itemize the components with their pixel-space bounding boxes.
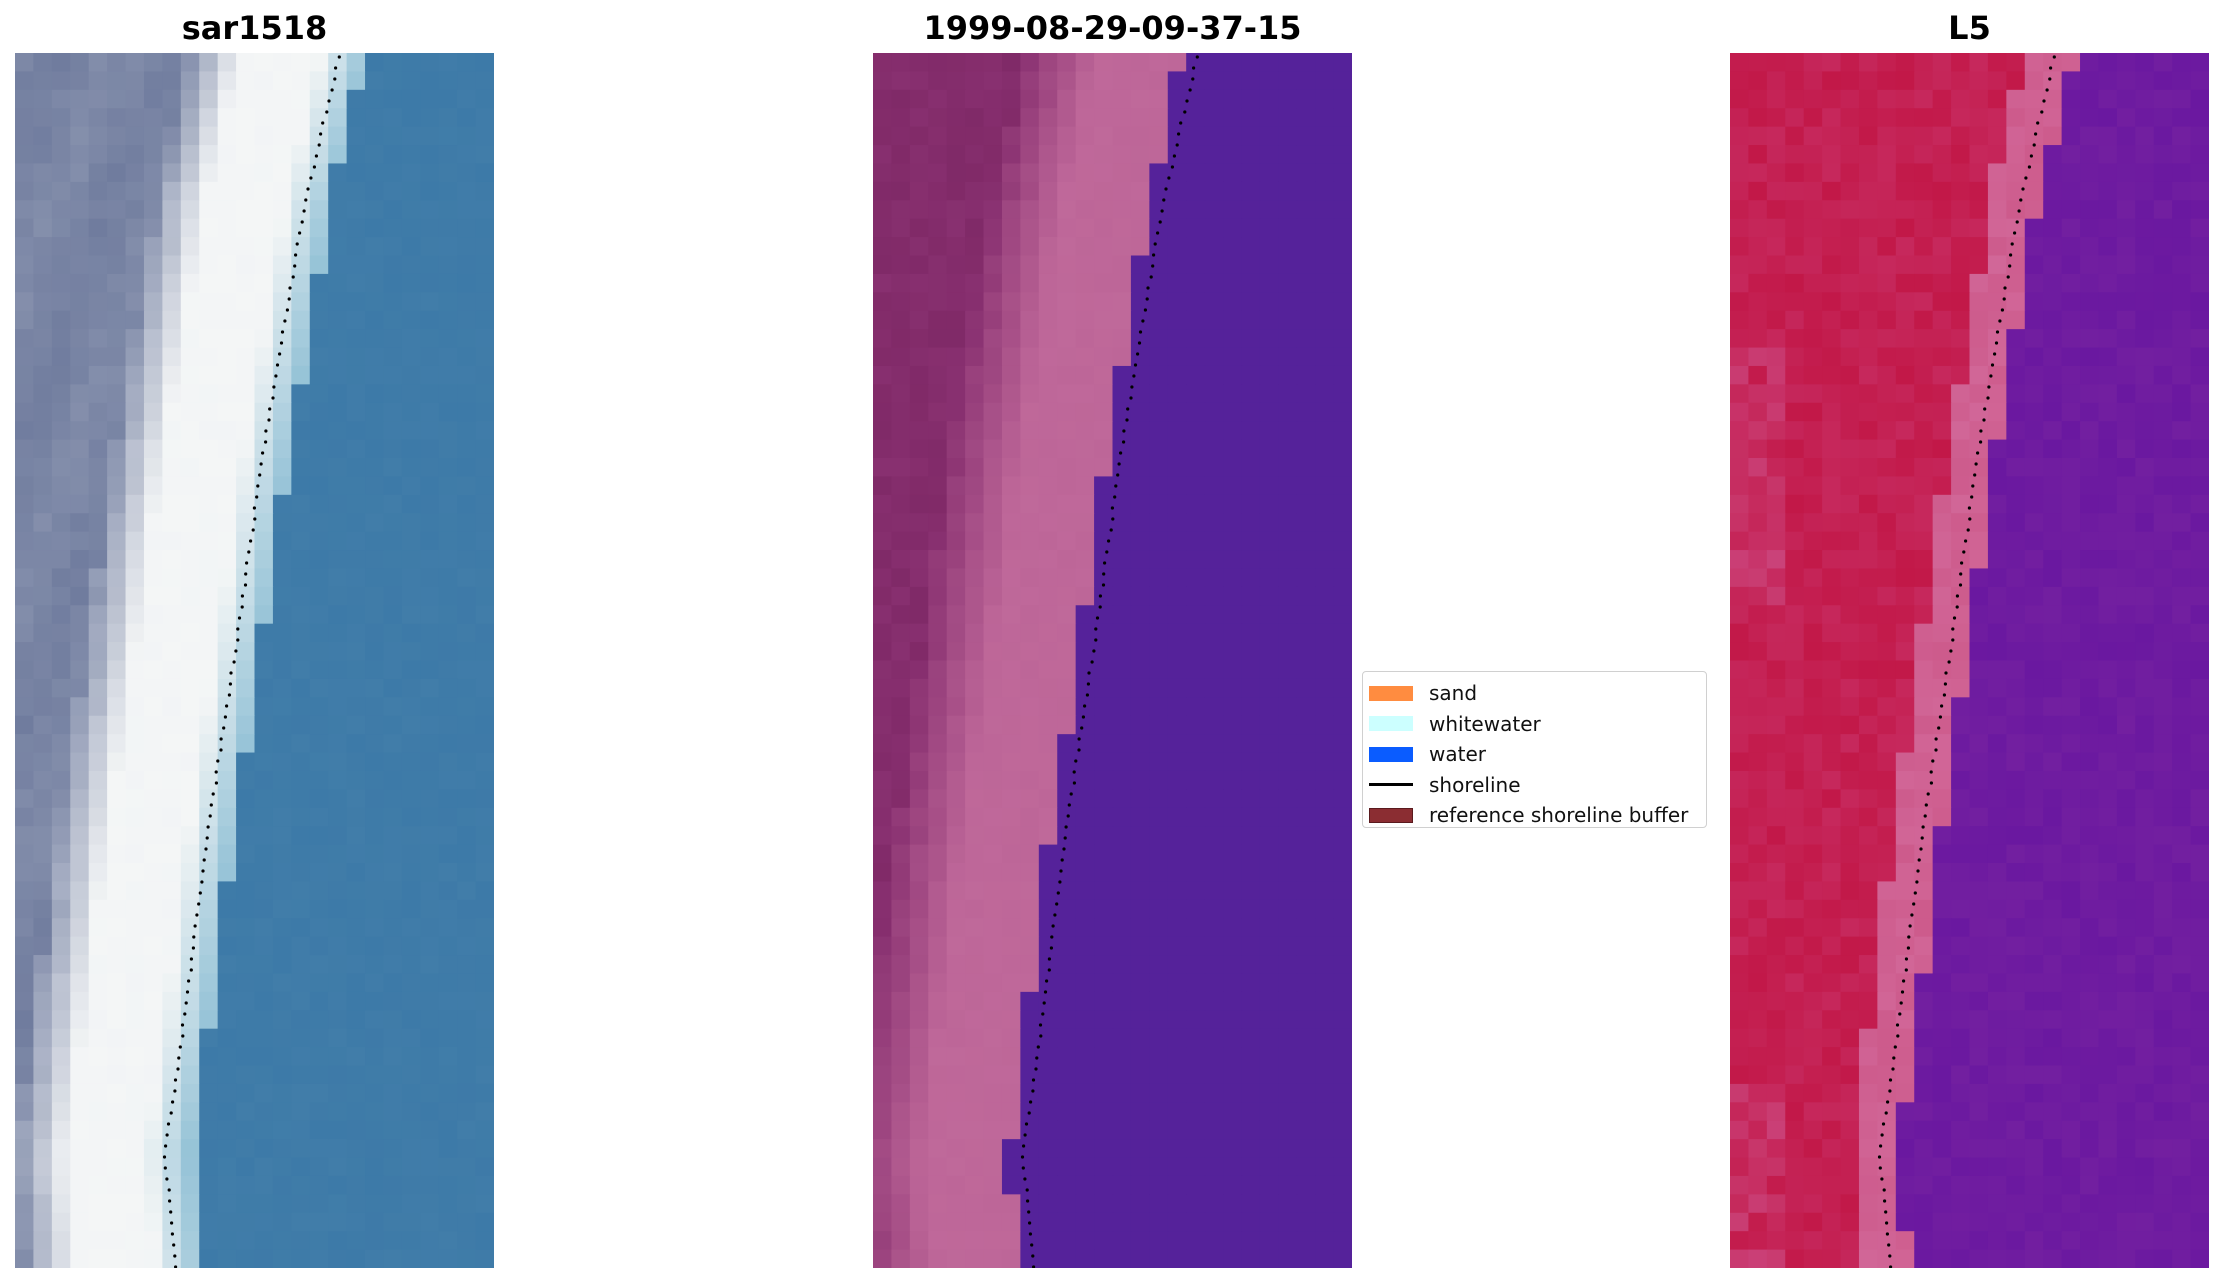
classified-image-panel <box>873 53 1352 1268</box>
legend-label: shoreline <box>1429 772 1521 797</box>
legend-item-shoreline: shoreline <box>1363 770 1706 801</box>
index-image <box>1730 53 2209 1268</box>
legend-item-reference-buffer: reference shoreline buffer <box>1363 800 1706 831</box>
whitewater-swatch <box>1369 716 1413 732</box>
rgb-image <box>15 53 494 1268</box>
legend-item-whitewater: whitewater <box>1363 709 1706 740</box>
legend-label: water <box>1429 742 1486 767</box>
legend-item-water: water <box>1363 739 1706 770</box>
water-swatch <box>1369 746 1413 762</box>
shoreline-points <box>1877 55 2056 1268</box>
panel-title-classified: 1999-08-29-09-37-15 <box>923 9 1302 47</box>
classified-image <box>873 53 1352 1268</box>
legend-label: reference shoreline buffer <box>1429 803 1689 828</box>
panel-title-rgb: sar1518 <box>181 9 328 47</box>
shoreline-line-swatch <box>1369 783 1413 787</box>
legend: sand whitewater water shoreline referenc… <box>1362 671 1707 828</box>
shoreline-points <box>162 55 341 1268</box>
sand-swatch <box>1369 685 1413 701</box>
legend-label: whitewater <box>1429 711 1541 736</box>
reference-buffer-swatch <box>1369 807 1413 823</box>
legend-item-sand: sand <box>1363 678 1706 709</box>
index-image-panel <box>1730 53 2209 1268</box>
rgb-image-panel <box>15 53 494 1268</box>
panel-title-index: L5 <box>1948 9 1991 47</box>
legend-label: sand <box>1429 681 1478 706</box>
shoreline-points <box>1020 55 1199 1268</box>
